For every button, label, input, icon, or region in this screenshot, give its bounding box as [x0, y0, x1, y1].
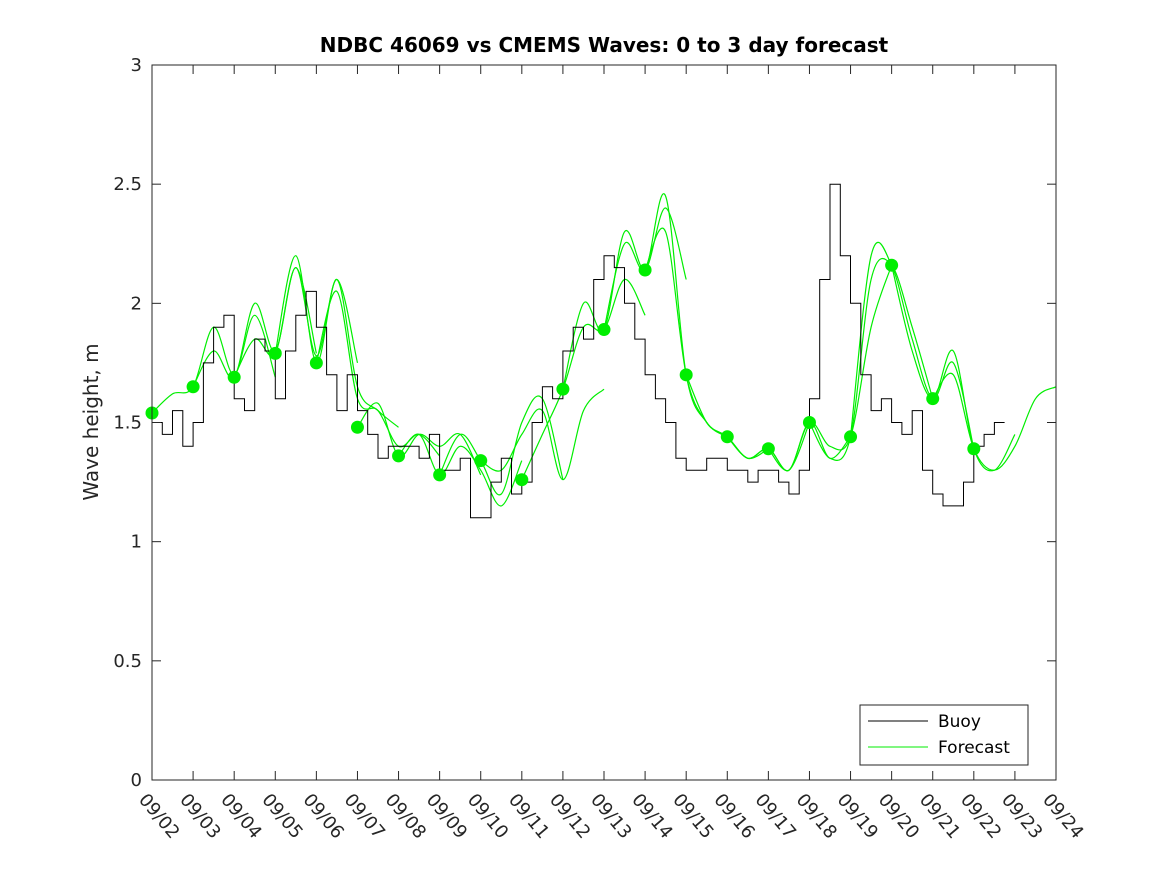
x-tick-label-0: 09/02	[134, 790, 183, 843]
forecast-line-11	[562, 207, 687, 390]
x-tick-label-20: 09/22	[956, 790, 1005, 843]
forecast-marker-9	[474, 454, 488, 468]
x-tick-label-5: 09/07	[340, 790, 389, 843]
forecast-line-7	[398, 433, 523, 507]
forecast-marker-6	[350, 420, 364, 434]
forecast-marker-16	[761, 442, 775, 456]
forecast-lines	[151, 193, 1057, 507]
forecast-marker-10	[515, 473, 529, 487]
forecast-marker-5	[309, 356, 323, 370]
buoy-line-group	[152, 183, 1005, 519]
x-tick-label-10: 09/12	[545, 790, 594, 843]
x-tick-label-8: 09/10	[463, 790, 512, 843]
y-tick-label-2: 1	[131, 532, 142, 553]
forecast-line-20	[932, 372, 1057, 471]
forecast-marker-7	[392, 449, 406, 463]
forecast-marker-2	[186, 380, 200, 394]
y-tick-label-0: 0	[131, 770, 142, 791]
forecast-marker-13	[638, 263, 652, 277]
forecast-line-8	[439, 395, 564, 496]
x-tick-label-3: 09/05	[257, 790, 306, 843]
forecast-marker-18	[844, 430, 858, 444]
x-tick-label-17: 09/19	[833, 790, 882, 843]
x-tick-label-7: 09/09	[422, 790, 471, 843]
forecast-marker-21	[967, 442, 981, 456]
x-tick-label-15: 09/17	[751, 790, 800, 843]
y-tick-label-1: 0.5	[113, 651, 142, 672]
legend-box	[859, 704, 1029, 766]
forecast-marker-14	[679, 368, 693, 382]
y-axis-label: Wave height, m	[79, 343, 103, 500]
x-tick-label-21: 09/23	[997, 790, 1046, 843]
y-tick-label-6: 3	[131, 55, 142, 76]
forecast-line-16	[767, 265, 893, 472]
x-tick-label-9: 09/11	[504, 790, 553, 843]
y-axis-ticks: 0 0.5 1 1.5 2 2.5 3	[113, 55, 1056, 791]
forecast-marker-17	[802, 416, 816, 429]
x-tick-label-16: 09/18	[792, 790, 841, 843]
legend-buoy-label: Buoy	[938, 712, 981, 732]
plot-background	[152, 65, 1056, 780]
y-tick-label-4: 2	[131, 293, 142, 314]
x-tick-label-1: 09/03	[175, 790, 224, 843]
forecast-marker-8	[433, 468, 447, 482]
forecast-markers	[145, 258, 981, 487]
forecast-marker-15	[720, 430, 734, 444]
x-tick-label-2: 09/04	[216, 790, 265, 843]
legend: Buoy Forecast	[859, 704, 1029, 766]
chart-title: NDBC 46069 vs CMEMS Waves: 0 to 3 day fo…	[320, 33, 889, 57]
y-tick-label-5: 2.5	[113, 174, 142, 195]
x-tick-label-12: 09/14	[627, 790, 676, 843]
x-tick-label-18: 09/20	[874, 790, 923, 843]
buoy-line	[152, 183, 1005, 519]
forecast-line-17	[808, 258, 934, 461]
legend-forecast-label: Forecast	[938, 738, 1010, 758]
forecast-marker-11	[556, 382, 570, 396]
x-tick-label-19: 09/21	[915, 790, 964, 843]
forecast-line-18	[849, 241, 975, 449]
forecast-marker-4	[268, 346, 282, 360]
forecast-marker-19	[885, 258, 899, 272]
x-tick-label-13: 09/15	[668, 790, 717, 843]
x-tick-label-4: 09/06	[299, 790, 348, 843]
x-tick-label-22: 09/24	[1038, 790, 1087, 843]
forecast-marker-20	[926, 392, 940, 406]
x-tick-label-6: 09/08	[381, 790, 430, 843]
forecast-marker-3	[227, 370, 241, 384]
y-tick-label-3: 1.5	[113, 413, 142, 434]
x-tick-label-14: 09/16	[709, 790, 758, 843]
x-tick-label-11: 09/13	[586, 790, 635, 843]
forecast-marker-12	[597, 323, 611, 337]
